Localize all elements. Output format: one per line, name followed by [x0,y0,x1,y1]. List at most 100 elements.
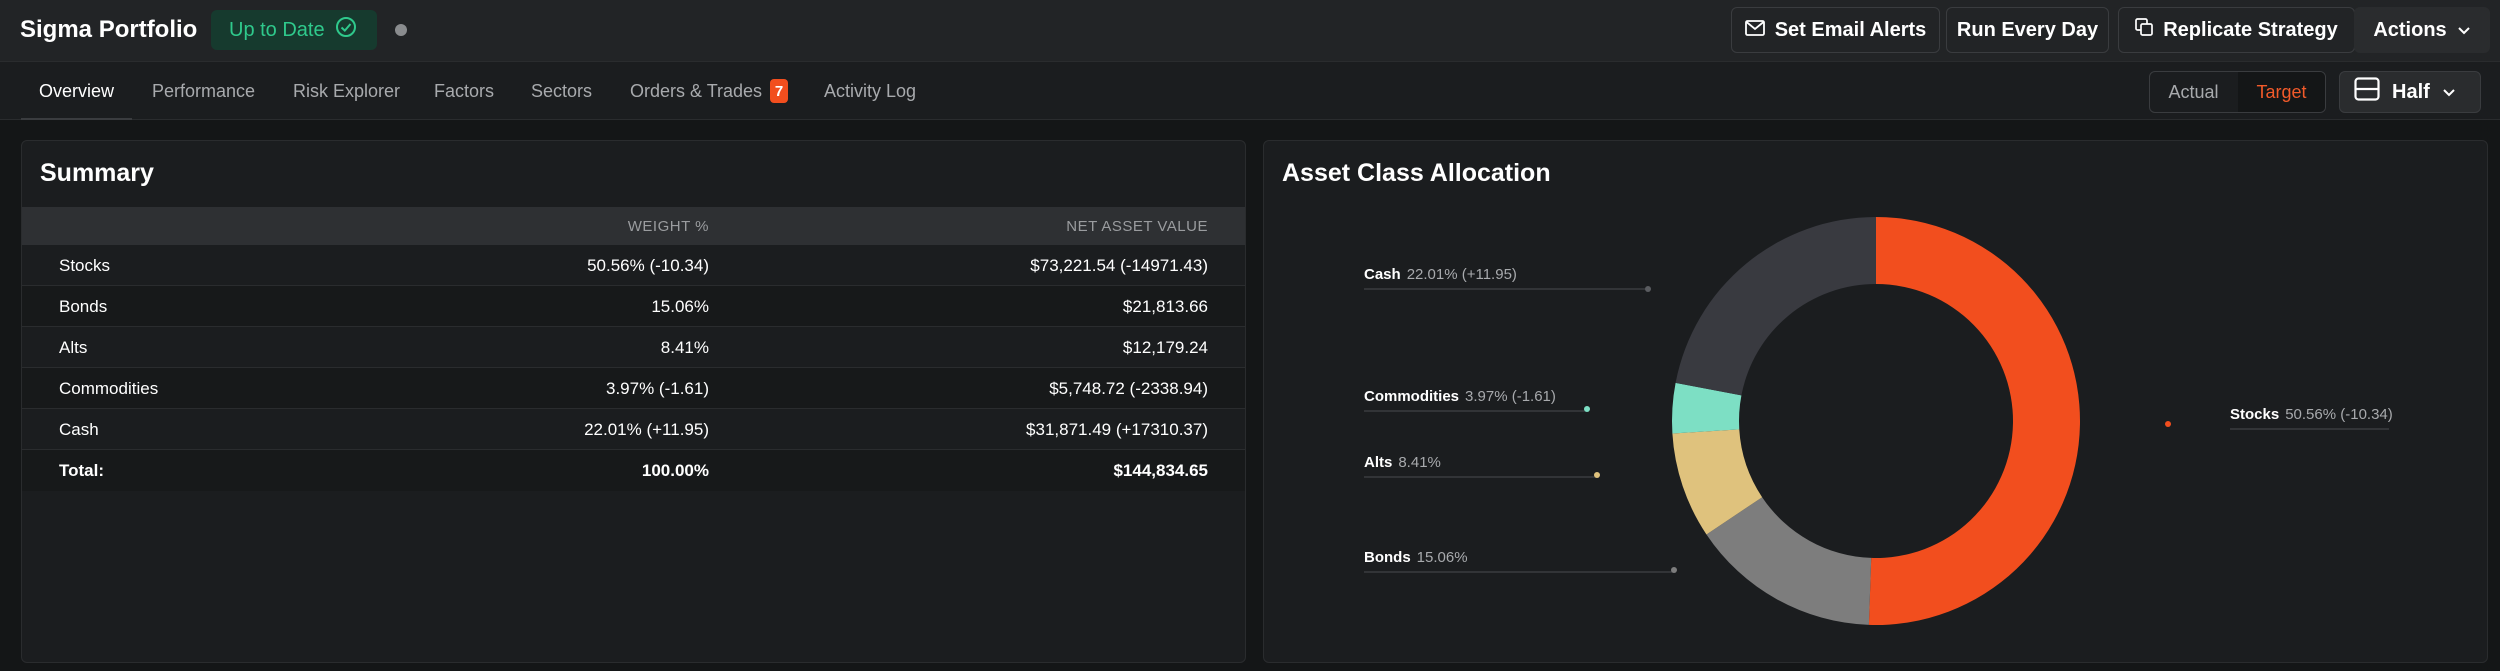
summary-title: Summary [40,159,154,187]
top-header: Sigma Portfolio Up to Date Set Email Ale… [0,0,2500,62]
chevron-down-icon [2457,19,2471,42]
layout-select-label: Half [2392,80,2430,103]
table-row: Stocks 50.56% (-10.34) $73,221.54 (-1497… [22,245,1245,286]
row-weight: 50.56% (-10.34) [587,256,709,275]
slice-label-text: Alts 8.41% [1364,454,1441,471]
actual-target-toggle: Actual Target [2149,71,2326,113]
mail-icon [1744,19,1765,42]
leader-dot [1594,472,1600,478]
replicate-strategy-button[interactable]: Replicate Strategy [2118,7,2355,53]
set-email-alerts-label: Set Email Alerts [1774,18,1927,41]
slice-label-text: Commodities 3.97% (-1.61) [1364,388,1556,405]
total-label: Total: [59,461,105,480]
slice-name: Stocks [2230,406,2279,423]
row-nav: $5,748.72 (-2338.94) [1049,379,1208,398]
row-weight: 15.06% [651,297,709,316]
row-nav: $12,179.24 [1122,338,1208,357]
check-circle-icon [335,16,357,44]
table-row: Alts 8.41% $12,179.24 [22,327,1245,368]
tab-orders-trades[interactable]: Orders & Trades 7 [630,62,789,120]
tab-overview[interactable]: Overview [20,62,133,120]
leader-dot [1671,567,1677,573]
column-header-nav[interactable]: NET ASSET VALUE [1066,218,1208,235]
summary-panel: Summary WEIGHT % NET ASSET VALUE Stocks … [21,140,1246,663]
row-nav: $31,871.49 (+17310.37) [1026,420,1208,439]
slice-label-stocks: Stocks 50.56% (-10.34) [2165,406,2393,430]
slice-value: 22.01% (+11.95) [1407,266,1517,283]
tab-label: Overview [39,80,115,101]
slice-value: 8.41% [1398,454,1441,471]
leader-dot [1645,286,1651,292]
donut-slice-stocks[interactable] [1868,217,2080,625]
actions-dropdown-button[interactable]: Actions [2354,7,2490,53]
donut-slice-alts[interactable] [1672,429,1763,535]
row-name: Alts [59,338,88,357]
slice-name: Bonds [1364,549,1411,566]
status-badge: Up to Date [211,10,377,50]
table-total-row: Total: 100.00% $144,834.65 [22,450,1245,491]
row-nav: $21,813.66 [1122,297,1208,316]
slice-label-bonds: Bonds 15.06% [1364,549,1677,573]
tab-label: Risk Explorer [293,80,401,101]
tab-performance[interactable]: Performance [152,62,255,120]
slice-label-alts: Alts 8.41% [1364,454,1600,478]
tab-label: Factors [434,80,495,101]
donut-slice-commodities[interactable] [1672,382,1742,434]
tab-sectors[interactable]: Sectors [531,62,592,120]
tab-label: Sectors [531,80,593,101]
slice-label-text: Cash 22.01% (+11.95) [1364,266,1517,283]
total-weight: 100.00% [641,461,709,480]
tab-bar: Overview Performance Risk Explorer Facto… [0,62,2500,120]
toggle-actual[interactable]: Actual [2168,81,2219,102]
slice-value: 3.97% (-1.61) [1465,388,1556,405]
replicate-strategy-label: Replicate Strategy [2163,18,2338,41]
tab-label: Activity Log [824,80,917,101]
slice-value: 50.56% (-10.34) [2285,406,2393,423]
run-every-day-label: Run Every Day [1956,18,2099,41]
slice-name: Cash [1364,266,1401,283]
count-badge: 7 [770,79,789,103]
tab-factors[interactable]: Factors [434,62,494,120]
slice-label-commodities: Commodities 3.97% (-1.61) [1364,388,1590,412]
leader-dot [1584,406,1590,412]
donut-slice-bonds[interactable] [1706,497,1872,625]
row-name: Cash [59,420,99,439]
row-weight: 8.41% [660,338,709,357]
allocation-panel: Asset Class Allocation Stocks 50.56% (-10… [1263,140,2488,663]
chevron-down-icon [2442,81,2456,104]
run-every-day-button[interactable]: Run Every Day [1946,7,2109,53]
slice-label-text: Stocks 50.56% (-10.34) [2230,406,2393,423]
split-layout-icon [2354,77,2380,107]
toggle-target[interactable]: Target [2238,72,2325,112]
actions-label: Actions [2373,18,2447,41]
table-row: Cash 22.01% (+11.95) $31,871.49 (+17310.… [22,409,1245,450]
slice-label-text: Bonds 15.06% [1364,549,1468,566]
total-nav: $144,834.65 [1113,461,1208,480]
allocation-donut-chart: Stocks 50.56% (-10.34) Bonds 15.06% Alts 8.41… [1364,217,2393,625]
slice-name: Commodities [1364,388,1459,405]
row-name: Stocks [59,256,111,275]
table-header: WEIGHT % NET ASSET VALUE [22,207,1245,245]
row-name: Commodities [59,379,159,398]
tab-activity-log[interactable]: Activity Log [824,62,916,120]
allocation-title: Asset Class Allocation [1282,159,1551,187]
table-row: Bonds 15.06% $21,813.66 [22,286,1245,327]
tab-label: Orders & Trades [630,80,763,101]
row-weight: 3.97% (-1.61) [606,379,709,398]
slice-label-cash: Cash 22.01% (+11.95) [1364,266,1651,292]
table-row: Commodities 3.97% (-1.61) $5,748.72 (-23… [22,368,1245,409]
tab-risk-explorer[interactable]: Risk Explorer [293,62,400,120]
set-email-alerts-button[interactable]: Set Email Alerts [1731,7,1940,53]
layout-select[interactable]: Half [2339,71,2481,113]
copy-icon [2135,18,2154,42]
row-weight: 22.01% (+11.95) [584,420,709,439]
leader-dot [2165,421,2171,427]
page-title: Sigma Portfolio [20,16,198,43]
column-header-weight[interactable]: WEIGHT % [627,218,709,235]
tab-label: Performance [152,80,256,101]
row-nav: $73,221.54 (-14971.43) [1030,256,1208,275]
donut-slice-cash[interactable] [1675,217,1876,396]
row-name: Bonds [59,297,108,316]
sync-dot-indicator [395,24,407,36]
slice-name: Alts [1364,454,1392,471]
